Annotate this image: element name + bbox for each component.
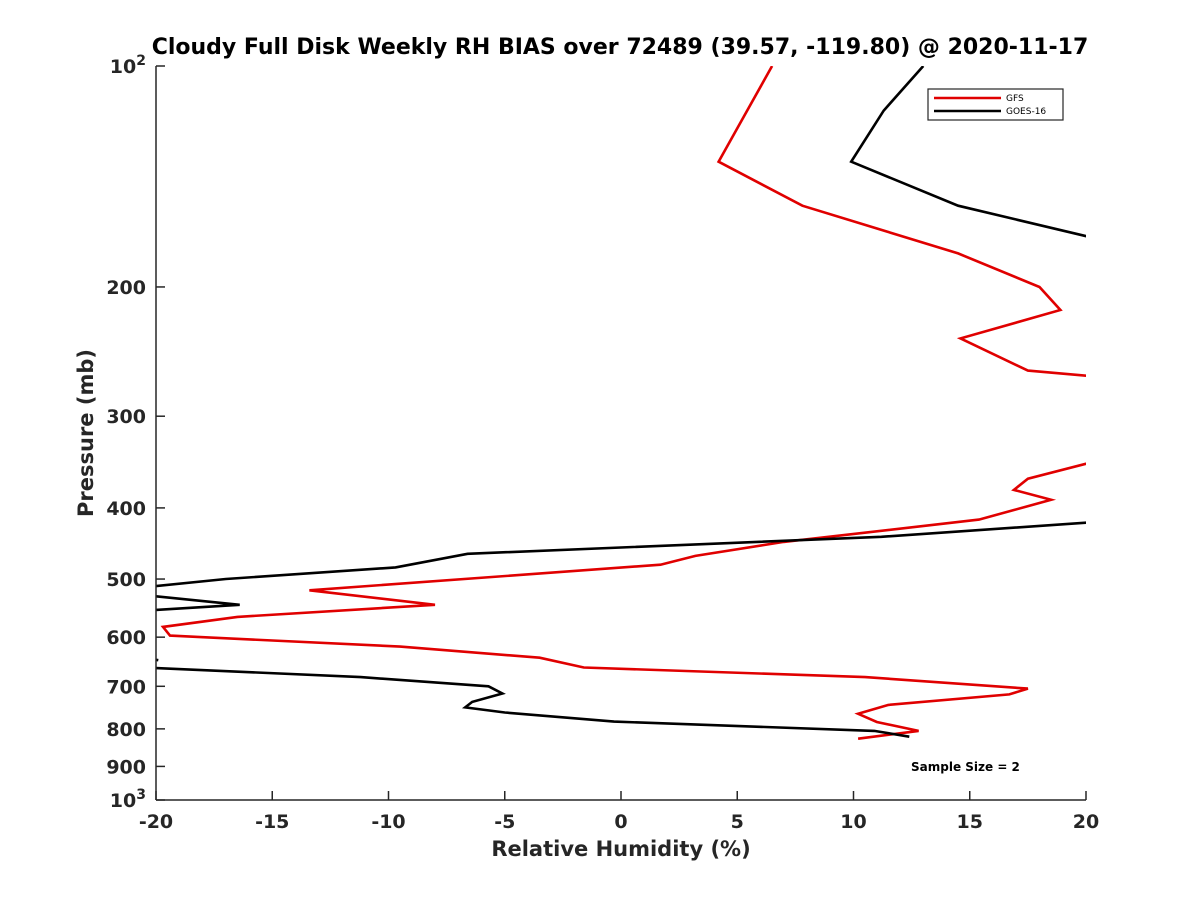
x-tick-label: 15 (957, 811, 983, 833)
y-tick-label: 800 (106, 719, 146, 741)
series-line-gfs (163, 66, 1098, 739)
y-tick-label: 500 (106, 569, 146, 591)
y-tick-label: 103 (110, 787, 146, 812)
legend: GFS GOES-16 (928, 89, 1063, 120)
chart-title: Cloudy Full Disk Weekly RH BIAS over 724… (152, 35, 1089, 60)
y-tick-label: 300 (106, 406, 146, 428)
series-line-goes16 (144, 66, 1097, 737)
legend-label-goes16: GOES-16 (1006, 107, 1046, 117)
x-tick-label: -20 (139, 811, 173, 833)
x-tick-label: -15 (255, 811, 289, 833)
x-tick-label: 0 (614, 811, 627, 833)
y-tick-label: 400 (106, 498, 146, 520)
y-tick-label: 102 (110, 53, 146, 78)
x-tick-label: -10 (371, 811, 405, 833)
y-tick-label: 200 (106, 277, 146, 299)
x-axis-label: Relative Humidity (%) (491, 837, 750, 861)
x-ticks: -20 -15 -10 -5 0 5 10 15 20 (139, 791, 1099, 833)
y-axis-label: Pressure (mb) (74, 349, 98, 517)
x-tick-label: 20 (1073, 811, 1099, 833)
y-tick-label: 600 (106, 627, 146, 649)
y-tick-label: 900 (106, 756, 146, 778)
x-tick-label: -5 (494, 811, 515, 833)
y-tick-label: 700 (106, 676, 146, 698)
x-tick-label: 5 (731, 811, 744, 833)
legend-label-gfs: GFS (1006, 94, 1024, 104)
series-layer (144, 66, 1097, 739)
sample-size-annotation: Sample Size = 2 (911, 760, 1020, 774)
x-tick-label: 10 (840, 811, 866, 833)
